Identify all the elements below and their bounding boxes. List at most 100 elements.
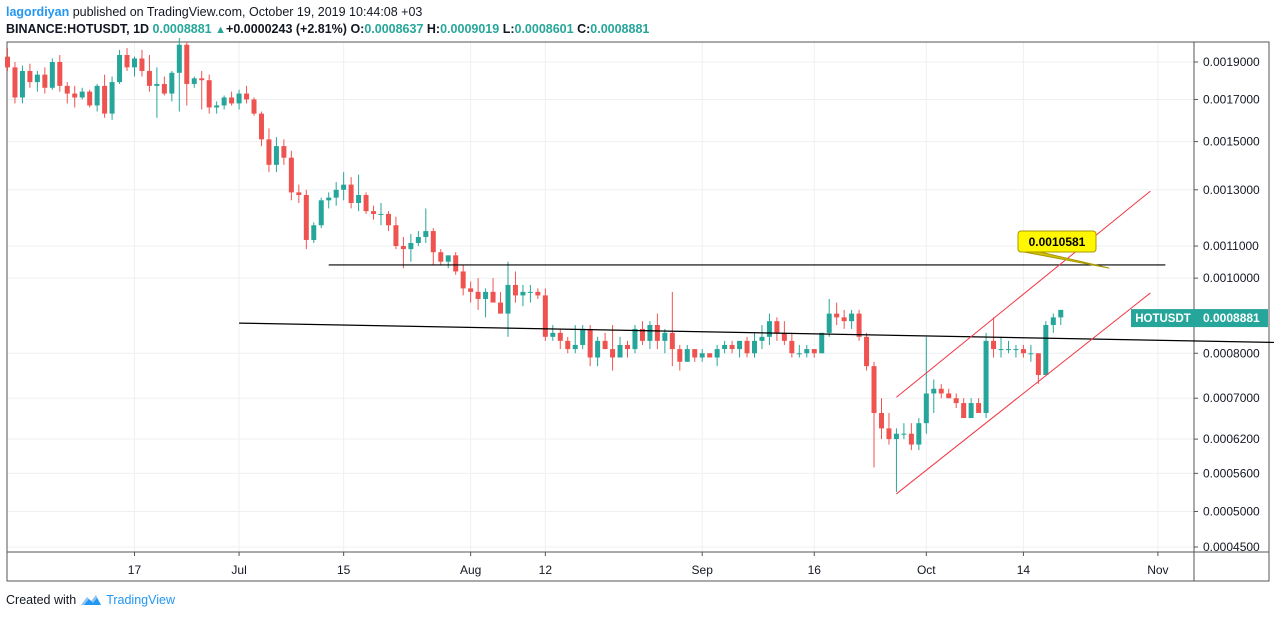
candle-body [273, 146, 279, 165]
x-tick-label: Nov [1147, 563, 1168, 577]
candle-body [625, 344, 631, 350]
candle-body [94, 85, 100, 106]
candle-body [849, 313, 855, 322]
candle-body [49, 62, 55, 88]
candle-body [400, 246, 406, 250]
candle-body [356, 195, 362, 203]
x-tick-label: 17 [128, 563, 142, 577]
candle-body [258, 113, 264, 140]
candle-body [124, 54, 130, 68]
callout-box [1017, 230, 1097, 253]
candle-body [64, 85, 70, 94]
candle-body [774, 321, 780, 333]
candle-body [901, 433, 907, 435]
x-tick-label: 12 [539, 563, 553, 577]
y-tick-label: 0.0011000 [1203, 239, 1259, 253]
candle-body [737, 340, 743, 350]
candle-body [542, 295, 548, 337]
candle-body [677, 349, 683, 362]
candle-body [505, 284, 511, 314]
candle-body [5, 56, 10, 68]
candle-body [841, 317, 847, 322]
high-value: 0.0009019 [440, 22, 500, 36]
candle-body [692, 349, 698, 358]
candle-body [916, 423, 922, 445]
candle-body [423, 231, 429, 237]
candle-body [654, 325, 660, 341]
candle-body [393, 225, 399, 247]
candle-body [318, 200, 324, 226]
candle-body [752, 340, 757, 354]
candle-body [535, 291, 541, 296]
candle-body [341, 184, 347, 190]
candle-body [236, 93, 242, 104]
candle-body [602, 340, 608, 350]
y-tick-label: 0.0013000 [1203, 183, 1260, 197]
x-tick-label: Sep [692, 563, 714, 577]
candle-body [191, 78, 197, 84]
author-name[interactable]: lagordiyan [6, 5, 70, 19]
candle-body [587, 328, 593, 358]
candle-body [938, 388, 944, 394]
x-tick-label: Aug [460, 563, 481, 577]
low-value: 0.0008601 [514, 22, 574, 36]
candle-body [991, 340, 997, 350]
candle-body [707, 353, 713, 358]
candle-body [184, 44, 190, 84]
published-text: published on TradingView.com, October 19… [72, 5, 423, 19]
y-tick-label: 0.0005000 [1203, 505, 1260, 519]
candle-body [617, 344, 623, 358]
y-tick-label: 0.0008000 [1203, 346, 1260, 360]
candle-body [572, 344, 578, 350]
y-tick-label: 0.0007000 [1203, 391, 1260, 405]
candle-body [131, 58, 137, 68]
candle-body [527, 291, 533, 293]
candle-body [1058, 309, 1064, 318]
symbol-tag-label: HOTUSDT [1135, 313, 1191, 325]
candle-body [729, 344, 735, 350]
candle-body [244, 93, 250, 100]
candle-body [789, 340, 795, 354]
y-tick-label: 0.0017000 [1203, 92, 1260, 106]
candle-body [19, 70, 25, 98]
x-tick-label: Oct [917, 563, 936, 577]
low-label: L: [502, 22, 515, 36]
candle-body [610, 349, 616, 358]
candle-body [483, 291, 489, 299]
candle-body [804, 349, 810, 354]
candle-body [856, 313, 862, 337]
created-with-text: Created with [6, 593, 77, 607]
candle-body [229, 97, 235, 104]
candle-body [714, 349, 720, 358]
candle-body [34, 74, 40, 83]
y-tick-label: 0.0004500 [1203, 540, 1260, 554]
candle-body [998, 349, 1004, 351]
candle-body [759, 336, 765, 341]
candle-body [117, 54, 123, 83]
candle-body [109, 82, 115, 114]
candle-body [520, 291, 526, 296]
candle-body [296, 192, 302, 196]
candle-body [968, 403, 974, 419]
candle-body [557, 332, 563, 341]
tradingview-link[interactable]: TradingView [106, 593, 175, 607]
candle-body [161, 83, 167, 94]
last-price-tag [1194, 309, 1268, 328]
x-tick-label: 15 [337, 563, 351, 577]
candle-body [946, 393, 952, 399]
candle-body [498, 302, 504, 314]
y-tick-label: 0.0015000 [1203, 135, 1260, 149]
candle-body [796, 353, 802, 355]
candle-body [348, 184, 354, 203]
candle-body [931, 388, 937, 394]
candle-body [176, 44, 182, 73]
candle-body [281, 146, 287, 158]
x-tick-label: 16 [808, 563, 822, 577]
candle-body [639, 328, 645, 341]
candle-body [146, 70, 152, 86]
chart-header-ohlc: BINANCE:HOTUSDT, 1D 0.0008881 ▲+0.000024… [6, 22, 649, 36]
candle-body [102, 85, 108, 114]
candle-body [1028, 353, 1034, 355]
candle-body [595, 340, 601, 358]
